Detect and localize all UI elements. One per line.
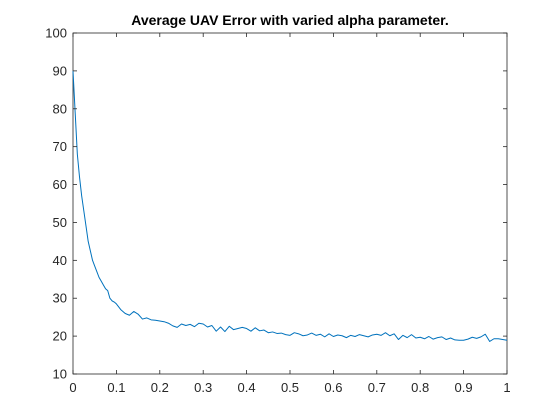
x-tick-label: 0.5: [281, 380, 299, 395]
x-tick-label: 0.4: [238, 380, 256, 395]
series-line: [72, 70, 508, 342]
x-tick-label: 1: [503, 380, 510, 395]
y-tick-label: 40: [53, 253, 67, 268]
y-tick-label: 10: [53, 367, 67, 382]
y-tick-label: 70: [53, 139, 67, 154]
y-tick-label: 30: [53, 291, 67, 306]
x-tick-label: 0: [69, 380, 76, 395]
x-tick-label: 0.6: [324, 380, 342, 395]
y-tick-label: 60: [53, 177, 67, 192]
x-tick-label: 0.2: [151, 380, 169, 395]
x-tick-label: 0.1: [107, 380, 125, 395]
x-tick-label: 0.3: [194, 380, 212, 395]
y-tick-label: 20: [53, 329, 67, 344]
y-tick-label: 90: [53, 63, 67, 78]
chart-title: Average UAV Error with varied alpha para…: [131, 12, 448, 28]
x-tick-label: 0.8: [411, 380, 429, 395]
x-tick-label: 0.7: [368, 380, 386, 395]
plot-area-box: [72, 32, 508, 375]
y-tick-label: 50: [53, 215, 67, 230]
x-tick-label: 0.9: [455, 380, 473, 395]
y-tick-label: 100: [45, 26, 67, 41]
y-tick-label: 80: [53, 101, 67, 116]
